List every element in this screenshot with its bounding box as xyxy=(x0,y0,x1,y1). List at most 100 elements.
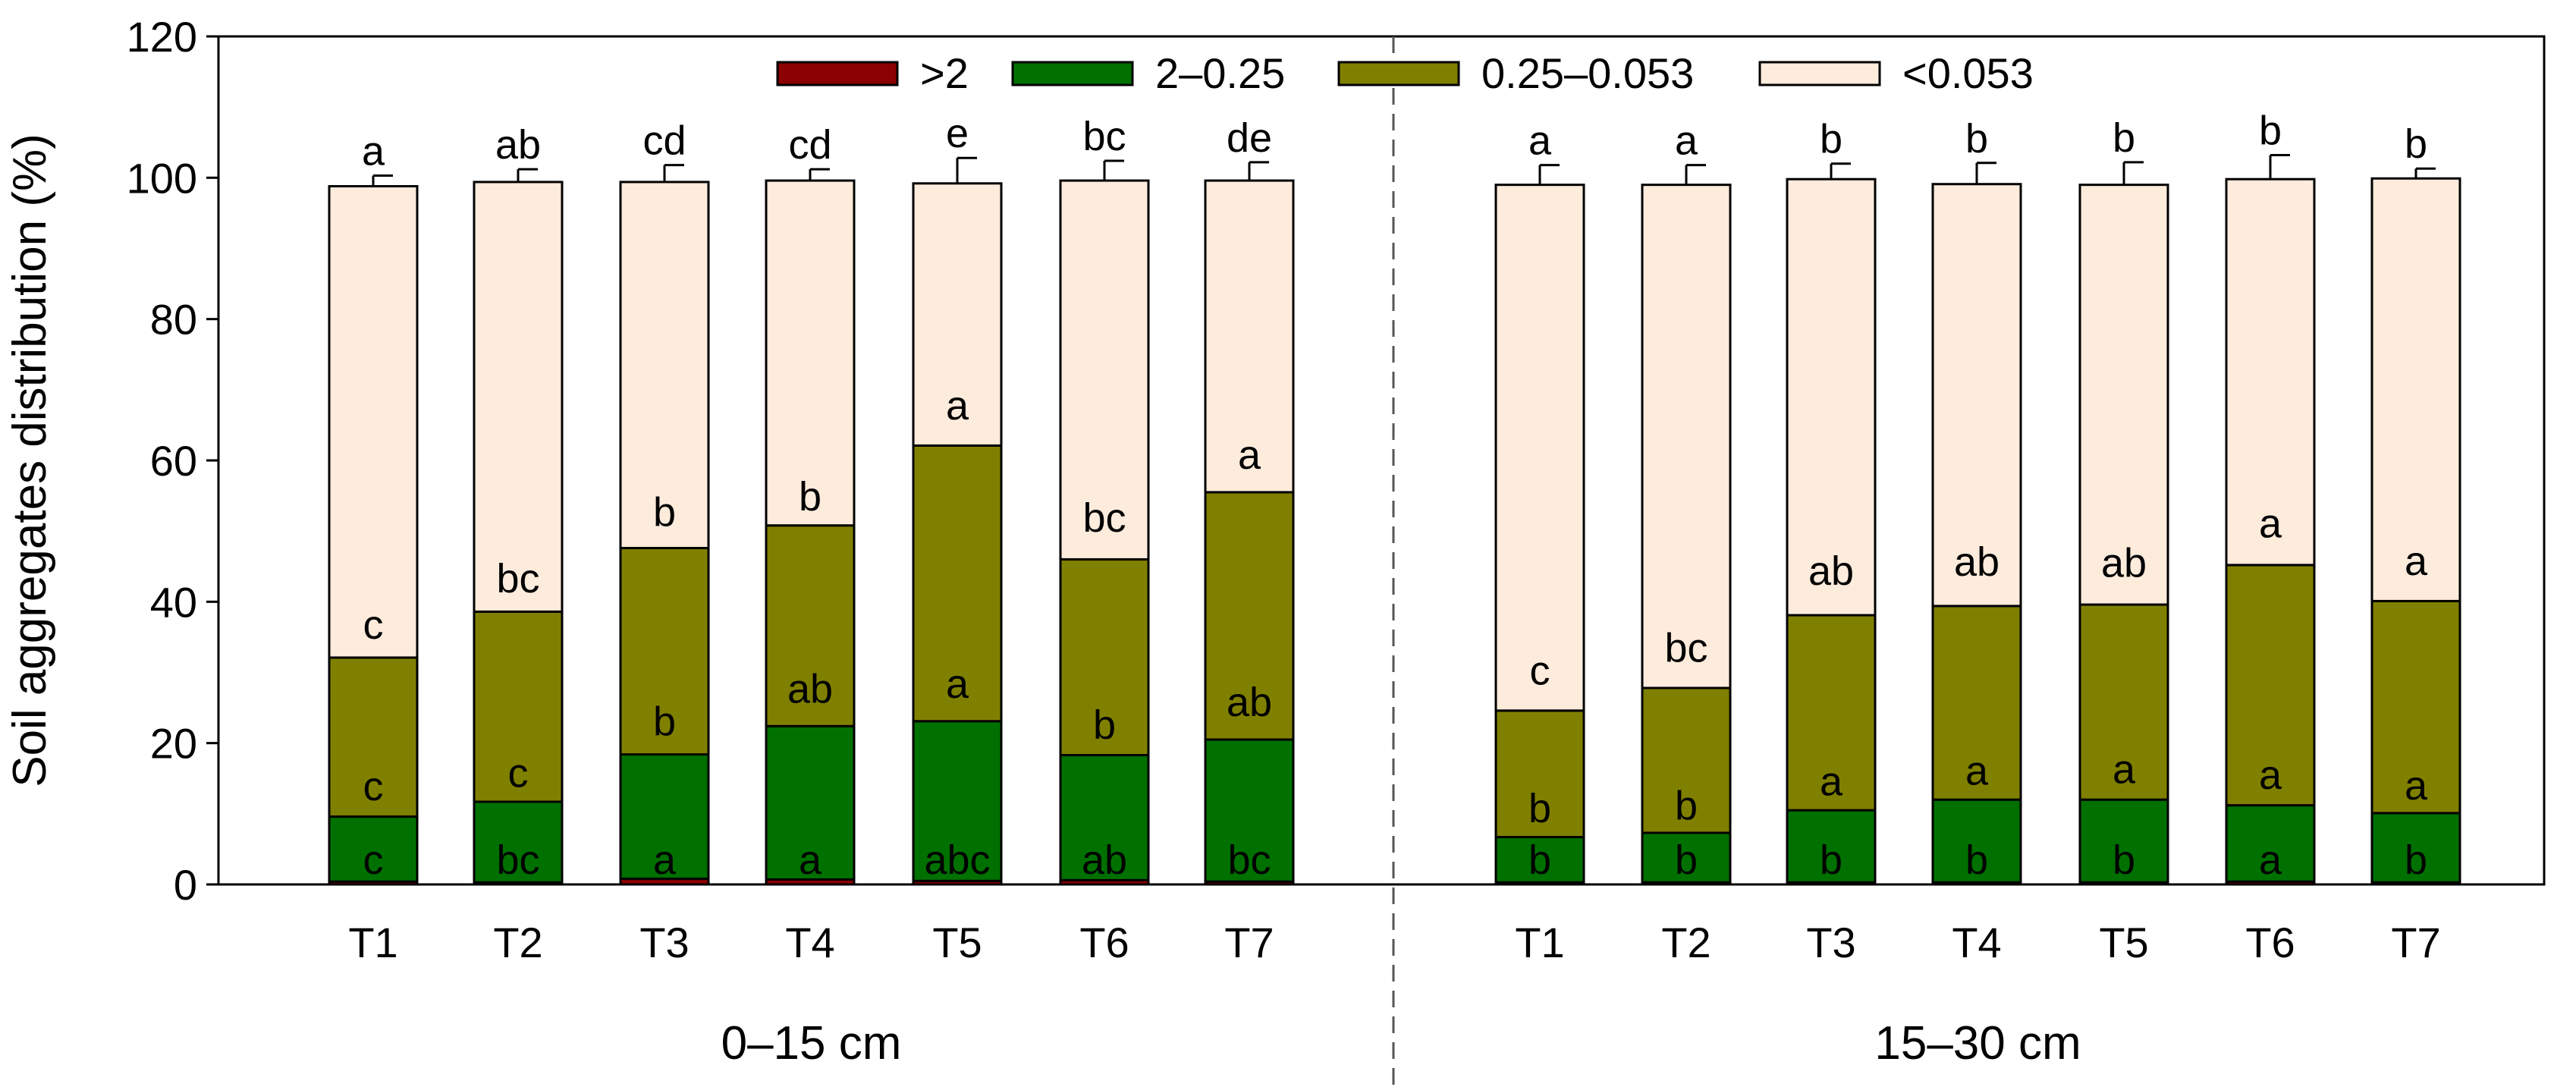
sig-letter-0-5-s0: ab xyxy=(1082,837,1127,883)
bar-segment-1-3-s1 xyxy=(1931,798,2022,884)
x-tick-label-0-1: T2 xyxy=(493,919,542,966)
x-tick-label-0-2: T3 xyxy=(639,919,689,966)
sig-letter-1-3-s0: b xyxy=(1965,837,1988,883)
sig-letter-1-2-s0: b xyxy=(1820,837,1842,883)
sig-letter-1-1-s3: a xyxy=(1675,118,1698,164)
x-tick-label-1-3: T4 xyxy=(1952,919,2001,966)
bar-segment-1-5-s2 xyxy=(2225,564,2316,807)
sig-letter-0-5-s2: bc xyxy=(1082,495,1126,541)
legend-swatch-2 xyxy=(1337,61,1460,86)
x-tick-label-1-5: T6 xyxy=(2245,919,2295,966)
sig-letter-1-4-s3: b xyxy=(2113,115,2135,161)
bar-segment-1-3-s3 xyxy=(1931,183,2022,608)
bar-segment-0-0-s2 xyxy=(328,656,419,818)
bar-segment-1-6-s3 xyxy=(2370,177,2461,602)
sig-letter-1-5-s3: b xyxy=(2259,108,2282,154)
bar-segment-0-2-s3 xyxy=(619,181,710,550)
bar-segment-0-2-s1 xyxy=(619,753,710,881)
bar-segment-1-1-s2 xyxy=(1641,686,1732,834)
sig-letter-1-5-s2: a xyxy=(2259,501,2282,547)
x-tick-label-0-5: T6 xyxy=(1079,919,1129,966)
bar-segment-0-3-s1 xyxy=(765,724,856,881)
sig-letter-0-6-s3: de xyxy=(1227,115,1272,161)
bar-segment-1-1-s1 xyxy=(1641,831,1732,884)
bar-segment-1-6-s2 xyxy=(2370,599,2461,815)
sig-letter-1-0-s1: b xyxy=(1528,786,1551,831)
sig-letter-0-0-s3: a xyxy=(362,129,385,174)
sig-letter-1-2-s3: b xyxy=(1820,117,1842,162)
bar-segment-0-1-s3 xyxy=(473,181,564,613)
bar-segment-0-4-s1 xyxy=(912,720,1003,882)
bar-segment-1-4-s3 xyxy=(2078,184,2169,606)
sig-letter-0-1-s1: c xyxy=(508,750,529,796)
x-tick-label-1-6: T7 xyxy=(2391,919,2440,966)
bar-segment-0-4-s3 xyxy=(912,182,1003,447)
x-tick-label-1-1: T2 xyxy=(1661,919,1711,966)
sig-letter-1-1-s0: b xyxy=(1675,837,1698,883)
bar-segment-0-3-s3 xyxy=(765,179,856,527)
bar-segment-1-3-s2 xyxy=(1931,605,2022,801)
sig-letter-1-6-s2: a xyxy=(2405,539,2428,584)
sig-letter-0-1-s0: bc xyxy=(496,837,539,883)
x-tick-label-0-4: T5 xyxy=(932,919,982,966)
sig-letter-0-5-s3: bc xyxy=(1082,114,1126,159)
bar-segment-0-6-s1 xyxy=(1204,738,1295,883)
depth-group-label-0: 0–15 cm xyxy=(721,1017,902,1070)
bar-segment-0-1-s2 xyxy=(473,610,564,803)
sig-letter-0-3-s3: cd xyxy=(788,122,831,168)
sig-letter-0-6-s2: a xyxy=(1238,432,1261,478)
sig-letter-1-4-s2: ab xyxy=(2101,541,2147,586)
sig-letter-1-3-s2: ab xyxy=(1954,539,2000,585)
bar-segment-0-6-s3 xyxy=(1204,179,1295,494)
legend-swatch-1 xyxy=(1011,61,1134,86)
x-tick-label-1-2: T3 xyxy=(1806,919,1855,966)
sig-letter-0-4-s2: a xyxy=(946,383,969,429)
sig-letter-0-0-s0: c xyxy=(363,837,384,883)
bar-segment-0-0-s3 xyxy=(328,185,419,659)
bar-segment-0-4-s2 xyxy=(912,444,1003,723)
sig-letter-0-2-s2: b xyxy=(653,490,676,536)
depth-group-label-1: 15–30 cm xyxy=(1874,1017,2081,1070)
y-tick-label: 120 xyxy=(127,13,197,61)
sig-letter-1-1-s2: bc xyxy=(1664,626,1707,671)
sig-letter-0-5-s1: b xyxy=(1093,702,1116,748)
y-tick-label: 0 xyxy=(174,861,197,909)
bar-segment-0-5-s1 xyxy=(1059,754,1150,881)
legend-label-3: <0.053 xyxy=(1902,49,2034,97)
legend-swatch-3 xyxy=(1758,61,1881,86)
bar-segment-1-2-s2 xyxy=(1786,614,1877,812)
sig-letter-1-2-s1: a xyxy=(1820,759,1843,805)
sig-letter-0-0-s1: c xyxy=(363,764,384,809)
bar-segment-0-6-s2 xyxy=(1204,491,1295,741)
bar-segment-0-3-s2 xyxy=(765,524,856,727)
bar-segment-0-5-s2 xyxy=(1059,558,1150,757)
sig-letter-0-3-s1: ab xyxy=(787,667,833,712)
legend-label-0: >2 xyxy=(920,49,969,97)
sig-letter-1-5-s1: a xyxy=(2259,752,2282,798)
y-tick-label: 100 xyxy=(127,154,197,202)
y-axis-title: Soil aggregates distribution (%) xyxy=(4,134,56,787)
sig-letter-1-3-s1: a xyxy=(1965,749,1989,794)
sig-letter-1-3-s3: b xyxy=(1965,116,1988,162)
sig-letter-0-0-s2: c xyxy=(363,602,384,648)
x-tick-label-1-4: T5 xyxy=(2099,919,2148,966)
y-tick-label: 40 xyxy=(150,578,197,626)
x-tick-label-1-0: T1 xyxy=(1515,919,1564,966)
x-tick-label-0-3: T4 xyxy=(785,919,834,966)
bar-segment-1-1-s3 xyxy=(1641,184,1732,689)
sig-letter-1-6-s0: b xyxy=(2405,837,2427,883)
y-tick-label: 20 xyxy=(150,720,197,768)
sig-letter-0-4-s0: abc xyxy=(924,837,990,883)
sig-letter-1-0-s2: c xyxy=(1530,648,1550,693)
legend-label-1: 2–0.25 xyxy=(1155,49,1285,97)
sig-letter-0-4-s1: a xyxy=(946,661,969,707)
plot-frame xyxy=(217,35,2546,886)
x-tick-label-0-0: T1 xyxy=(348,919,397,966)
legend-swatch-0 xyxy=(776,61,899,86)
bar-segment-0-2-s2 xyxy=(619,547,710,756)
sig-letter-1-4-s1: a xyxy=(2113,747,2136,793)
sig-letter-1-4-s0: b xyxy=(2113,837,2135,883)
sig-letter-1-2-s2: ab xyxy=(1808,548,1854,594)
bar-segment-1-0-s1 xyxy=(1494,836,1585,884)
